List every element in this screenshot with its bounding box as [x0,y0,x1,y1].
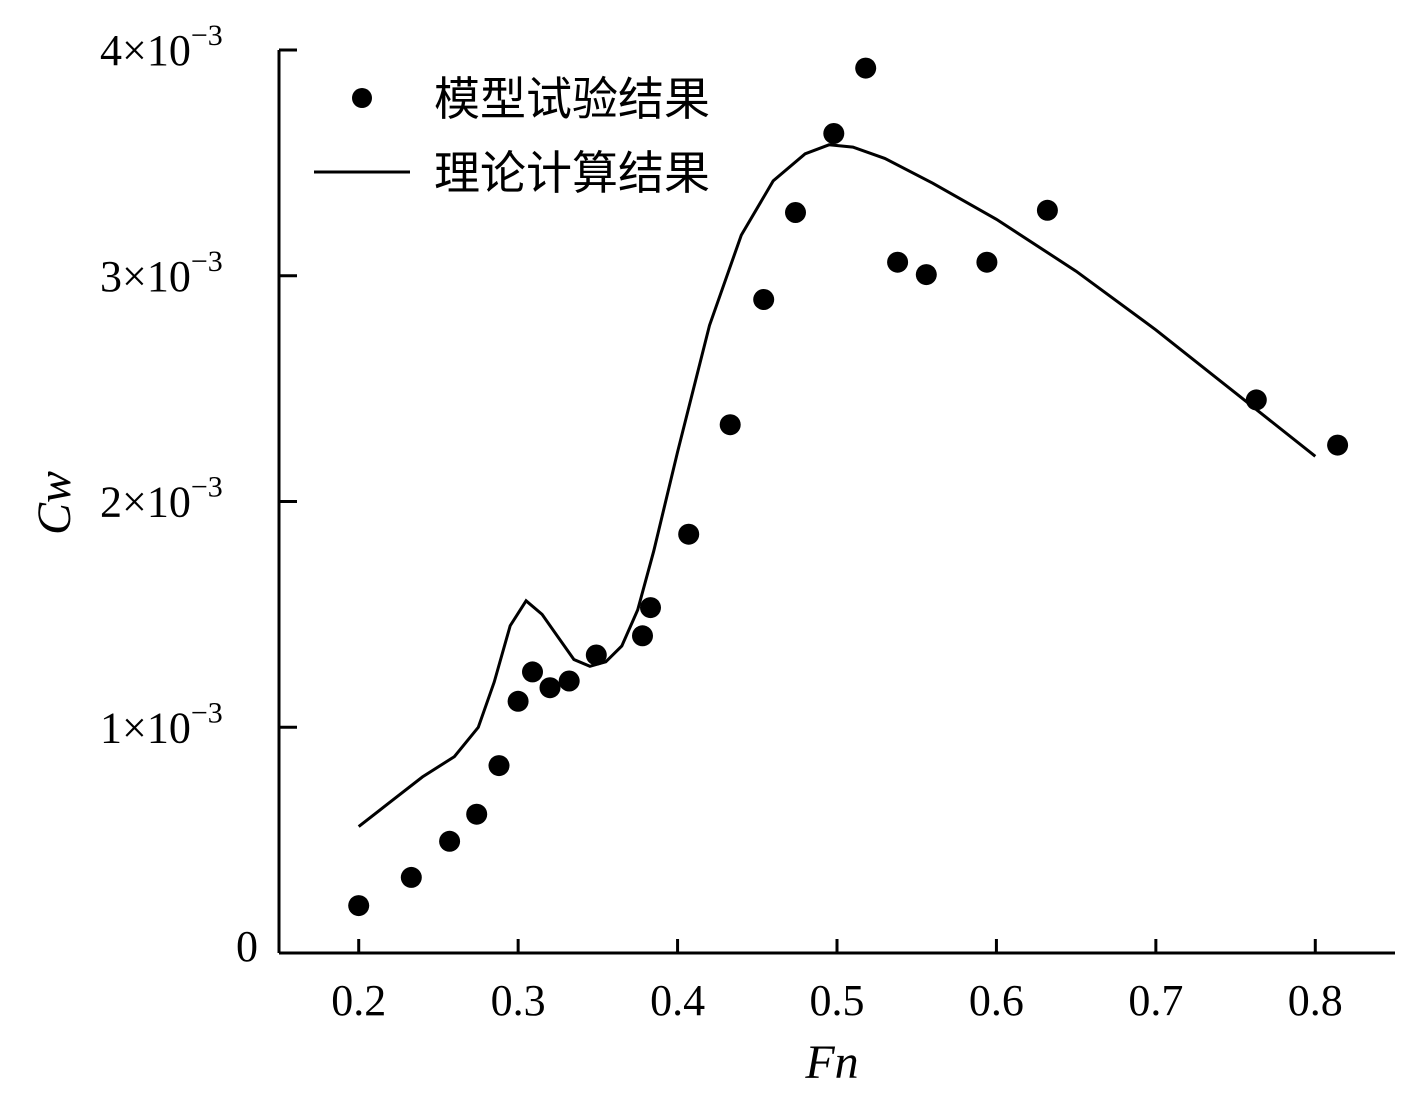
y-tick-label: 3×10−3 [100,245,223,301]
x-tick-label: 0.6 [969,976,1024,1025]
legend-label-experiment: 模型试验结果 [434,72,710,126]
legend-label-theory: 理论计算结果 [434,146,710,200]
data-point [753,289,775,310]
legend-marker-experiment [352,88,372,108]
y-tick-label: 4×10−3 [100,19,223,75]
y-tick-label: 0 [236,922,258,971]
x-axis-title: Fn [804,1036,858,1089]
x-tick-label: 0.7 [1128,976,1183,1025]
data-point [522,661,543,683]
x-tick-label: 0.8 [1288,976,1343,1025]
y-axis-title: Cw [28,471,81,535]
x-tick-label: 0.5 [810,976,865,1025]
data-point [558,670,580,692]
data-point [585,644,607,666]
data-point [1327,434,1349,456]
data-point [348,895,370,917]
y-ticks: 0 1×10−3 2×10−3 3×10−3 4×10−3 [100,19,297,971]
x-tick-label: 0.2 [331,976,386,1025]
data-point [466,803,488,825]
legend: 模型试验结果 理论计算结果 [314,72,710,200]
data-point [1245,389,1267,411]
data-point [678,523,700,545]
series-points-experiment [348,57,1349,917]
data-point [887,251,909,273]
data-point [1036,199,1058,221]
x-tick-label: 0.3 [491,976,546,1025]
data-point [632,625,653,647]
data-point [539,677,561,699]
data-point [719,414,741,436]
data-point [855,57,877,79]
y-tick-label: 2×10−3 [100,471,223,527]
data-point [507,690,529,712]
x-tick-label: 0.4 [650,976,705,1025]
x-ticks: 0.2 0.3 0.4 0.5 0.6 0.7 0.8 [331,939,1343,1025]
y-tick-label: 1×10−3 [100,696,223,752]
data-point [976,251,998,273]
series-line-theory [357,143,1317,828]
data-point [785,202,806,223]
data-point [488,755,510,777]
data-point [640,597,661,619]
data-point [823,123,845,144]
data-point [439,830,461,852]
data-point [400,866,422,888]
data-point [915,264,937,286]
